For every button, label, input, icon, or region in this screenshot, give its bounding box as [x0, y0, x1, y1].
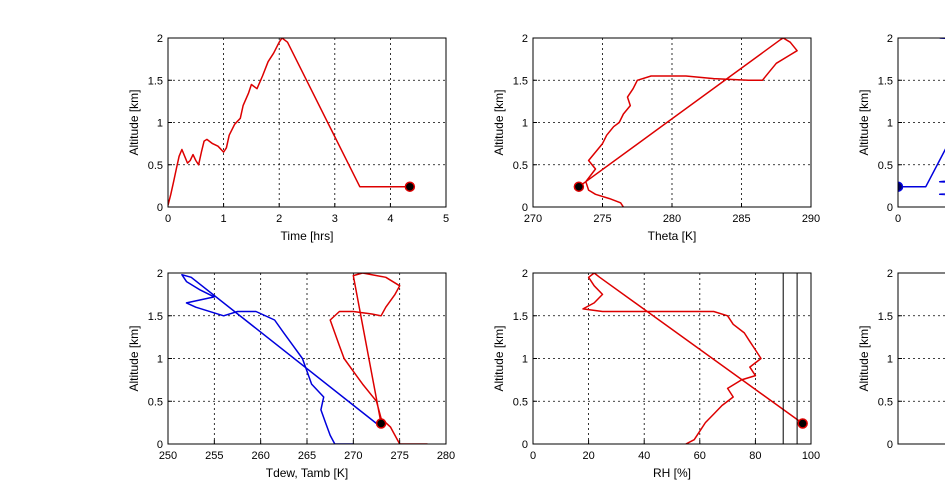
x-tick-label: 3 — [332, 213, 338, 225]
x-tick-label: 80 — [749, 450, 761, 462]
y-tick-label: 1.5 — [878, 75, 893, 87]
y-tick-label: 1.5 — [878, 311, 893, 323]
y-tick-label: 0 — [887, 202, 893, 214]
y-axis-label: Altitude [km] — [857, 325, 871, 391]
y-tick-label: 0.5 — [513, 396, 528, 408]
x-tick-label: 4 — [387, 213, 393, 225]
y-tick-label: 1 — [157, 118, 163, 130]
series-line — [898, 148, 945, 188]
x-tick-label: 255 — [205, 450, 223, 462]
y-axis-label: Altitude [km] — [127, 89, 141, 155]
x-tick-label: 0 — [165, 213, 171, 225]
y-tick-label: 0.5 — [148, 160, 163, 172]
x-tick-label: 280 — [663, 213, 681, 225]
y-tick-label: 1.5 — [513, 75, 528, 87]
panel-bottom-right-partial: 0 0.5 1 1.5 2 Altitude [km] — [857, 268, 945, 451]
y-axis-label: Altitude [km] — [127, 325, 141, 391]
series-line — [181, 273, 377, 444]
x-tick-label: 280 — [437, 450, 455, 462]
x-axis-label: Theta [K] — [648, 229, 697, 243]
x-tick-label: 265 — [298, 450, 316, 462]
y-tick-label: 1.5 — [148, 311, 163, 323]
y-tick-label: 1 — [522, 118, 528, 130]
x-tick-label: 270 — [524, 213, 542, 225]
y-tick-label: 0 — [157, 439, 163, 451]
y-axis-label: Altitude [km] — [492, 89, 506, 155]
y-axis-label: Altitude [km] — [492, 325, 506, 391]
x-axis-label: Tdew, Tamb [K] — [266, 466, 348, 480]
panel-top-middle: 270 275 280 285 290 0 0.5 1 1.5 2 Theta [K] Altitud… — [492, 33, 820, 243]
series-line — [939, 38, 945, 39]
marker-point — [797, 418, 808, 429]
y-tick-label: 1.5 — [513, 311, 528, 323]
y-tick-label: 2 — [157, 268, 163, 280]
marker-point — [404, 181, 416, 192]
y-tick-label: 0.5 — [878, 160, 893, 172]
y-tick-label: 1 — [522, 354, 528, 366]
x-tick-label: 290 — [802, 213, 820, 225]
x-axis-label: RH [%] — [653, 466, 691, 480]
series-line — [578, 38, 798, 207]
series-line — [168, 38, 410, 206]
y-tick-label: 0 — [522, 439, 528, 451]
x-tick-label: 0 — [895, 213, 901, 225]
x-axis-label: Time [hrs] — [281, 229, 334, 243]
y-tick-label: 0.5 — [148, 396, 163, 408]
axes-frame — [897, 37, 945, 208]
marker-point — [573, 181, 585, 192]
series-line — [582, 273, 804, 444]
x-tick-label: 2 — [276, 213, 282, 225]
y-tick-label: 0 — [887, 439, 893, 451]
x-tick-label: 5 — [443, 213, 449, 225]
y-tick-label: 0.5 — [878, 396, 893, 408]
x-tick-label: 270 — [344, 450, 362, 462]
y-tick-label: 0 — [522, 202, 528, 214]
y-tick-label: 1.5 — [148, 75, 163, 87]
x-tick-label: 60 — [694, 450, 706, 462]
y-tick-label: 2 — [522, 268, 528, 280]
y-tick-label: 2 — [157, 33, 163, 45]
series-line — [938, 180, 945, 196]
x-tick-label: 20 — [582, 450, 594, 462]
y-tick-label: 0 — [157, 202, 163, 214]
x-tick-label: 40 — [638, 450, 650, 462]
axes-frame — [897, 272, 945, 445]
y-tick-label: 0.5 — [513, 160, 528, 172]
y-tick-label: 2 — [887, 268, 893, 280]
y-tick-label: 1 — [157, 354, 163, 366]
x-tick-label: 285 — [732, 213, 750, 225]
x-tick-label: 100 — [802, 450, 820, 462]
marker-point — [375, 418, 387, 429]
marker-point — [898, 181, 904, 192]
panel-top-right-partial: 00 0.5 1 1.5 2 Altitude [km] — [857, 33, 945, 225]
y-tick-label: 2 — [522, 33, 528, 45]
x-tick-label: 250 — [159, 450, 177, 462]
x-tick-label: 275 — [593, 213, 611, 225]
x-tick-label: 0 — [530, 450, 536, 462]
x-tick-label: 275 — [390, 450, 408, 462]
y-tick-label: 1 — [887, 118, 893, 130]
panel-bottom-middle: 0 20 40 60 80 100 0 0.5 1 1.5 2 RH [%] Altitude [km] — [492, 268, 820, 480]
y-axis-label: Altitude [km] — [857, 89, 871, 155]
panel-bottom-left: 250 255 260 265 270 275 280 0 0.5 1 1.5 2 Tdew, Tamb… — [127, 268, 455, 480]
y-tick-label: 1 — [887, 354, 893, 366]
panel-top-left: 0 1 2 3 4 5 0 0.5 1 1.5 2 Time [hrs] Altitude [km] — [127, 33, 449, 243]
x-tick-label: 260 — [251, 450, 269, 462]
y-tick-label: 2 — [887, 33, 893, 45]
x-tick-label: 1 — [221, 213, 227, 225]
